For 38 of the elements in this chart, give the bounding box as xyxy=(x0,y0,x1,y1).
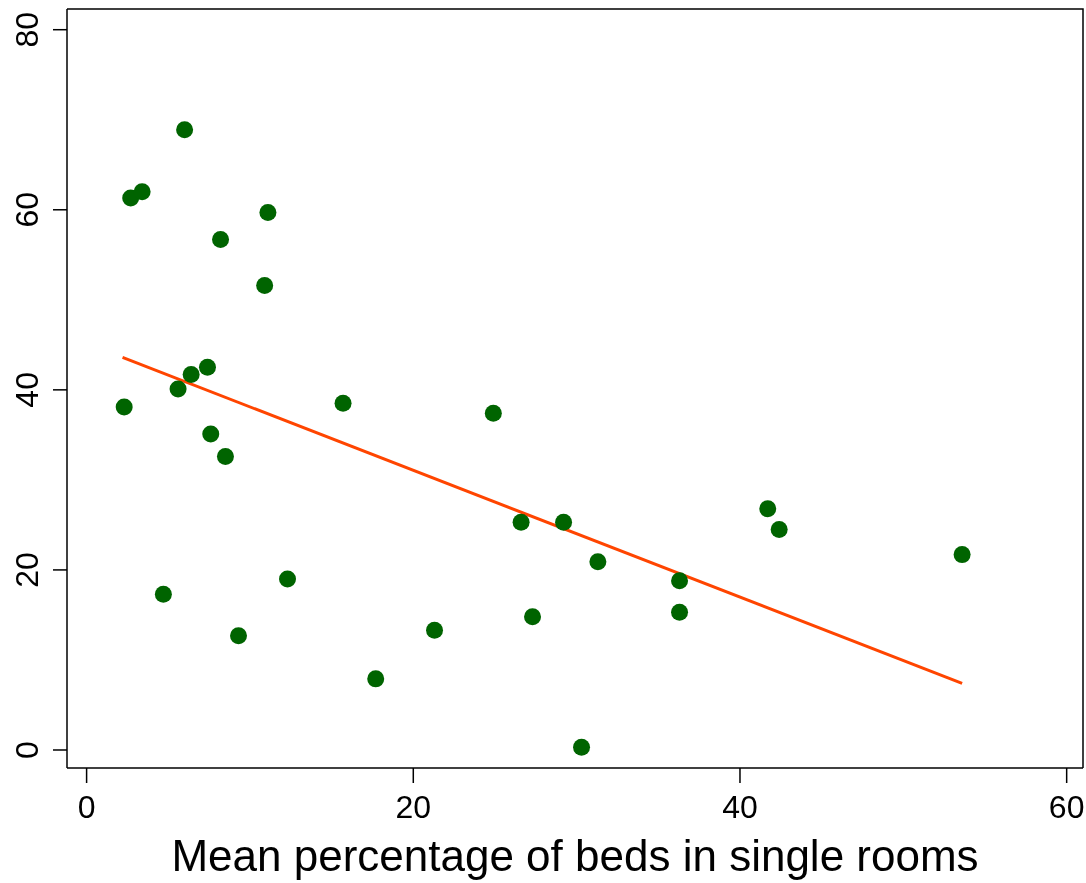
y-tick-label: 20 xyxy=(9,552,45,588)
point xyxy=(256,276,274,294)
y-tick-label: 60 xyxy=(9,191,45,228)
point xyxy=(426,621,444,639)
point xyxy=(212,231,230,248)
point xyxy=(216,447,234,465)
point xyxy=(671,572,689,590)
point xyxy=(133,183,151,201)
point xyxy=(115,398,133,416)
point xyxy=(953,546,971,564)
point xyxy=(524,608,542,626)
x-tick-label: 40 xyxy=(722,789,758,825)
point xyxy=(589,553,607,571)
point xyxy=(169,380,187,398)
point xyxy=(555,513,573,531)
point xyxy=(154,585,172,603)
point xyxy=(367,670,385,688)
point xyxy=(176,121,194,139)
y-tick-label: 40 xyxy=(9,372,45,408)
point xyxy=(279,570,297,588)
point xyxy=(671,603,689,621)
point xyxy=(334,394,352,412)
x-tick-label: 20 xyxy=(395,789,432,825)
point xyxy=(182,366,200,384)
point xyxy=(202,425,220,443)
y-tick-label: 0 xyxy=(9,741,45,759)
x-tick-label: 60 xyxy=(1048,789,1085,825)
point xyxy=(484,404,502,422)
y-tick-label: 80 xyxy=(9,11,45,48)
x-axis-title: Mean percentage of beds in single rooms xyxy=(171,831,979,880)
point xyxy=(759,500,777,518)
x-tick-label: 0 xyxy=(77,789,96,825)
point xyxy=(230,627,248,645)
point xyxy=(573,738,591,756)
point xyxy=(770,520,788,538)
point xyxy=(198,358,216,376)
point xyxy=(259,204,277,221)
point xyxy=(512,513,530,531)
